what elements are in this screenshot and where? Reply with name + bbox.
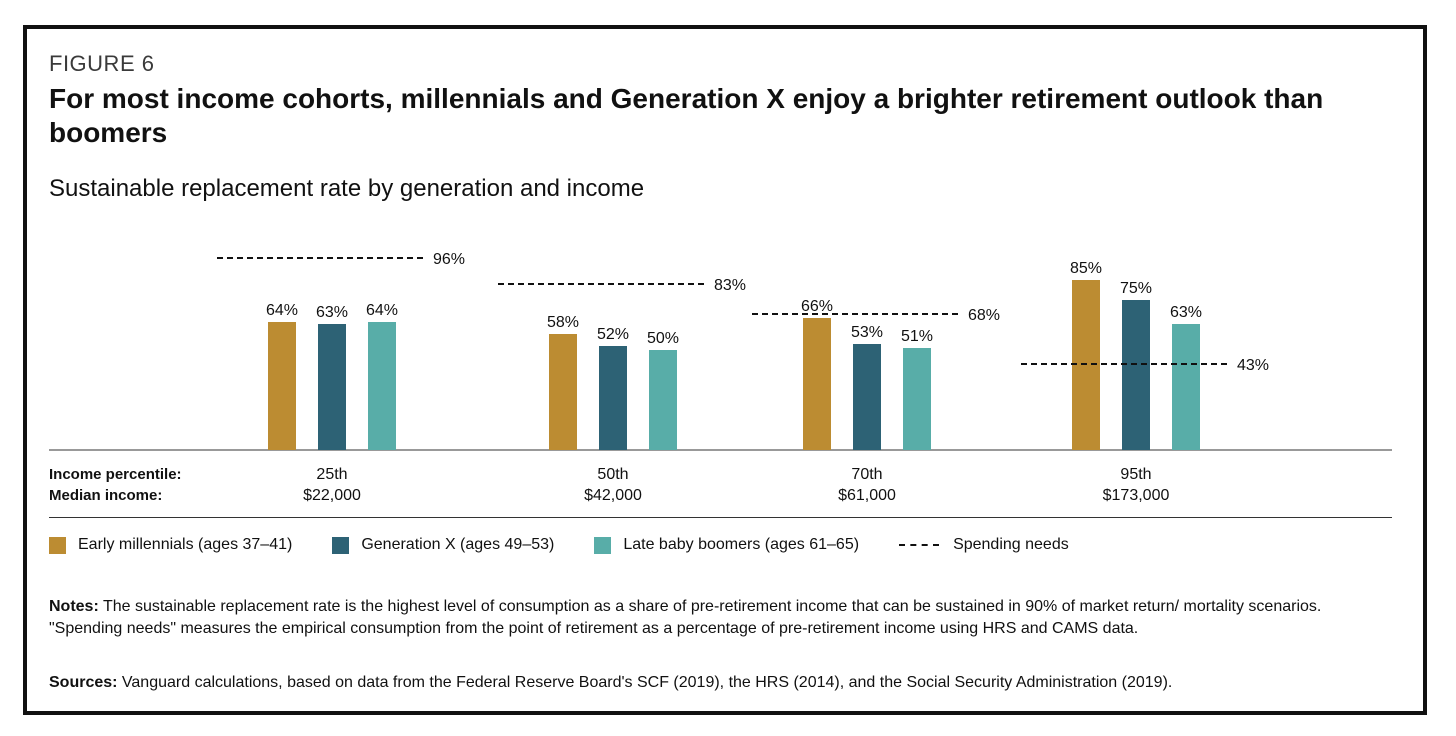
legend-item-generation-x: Generation X (ages 49–53): [332, 536, 554, 554]
data-label-late-boomers-2: 50%: [647, 330, 679, 347]
data-label-early-millennials-3: 66%: [801, 298, 833, 315]
legend-swatch-generation-x: [332, 536, 350, 554]
legend-item-late-boomers: Late baby boomers (ages 61–65): [594, 536, 859, 554]
bar-late-boomers-1: [368, 322, 396, 450]
chart-legend: Early millennials (ages 37–41) Generatio…: [49, 533, 1109, 557]
figure-label: FIGURE 6: [49, 51, 155, 76]
legend-label-generation-x: Generation X (ages 49–53): [361, 536, 555, 553]
data-label-late-boomers-4: 63%: [1170, 304, 1202, 321]
legend-divider: [49, 517, 1392, 518]
median-income-value-1: $22,000: [303, 487, 361, 504]
figure-frame: [23, 25, 1427, 715]
figure-headline: For most income cohorts, millennials and…: [49, 83, 1324, 148]
bar-late-boomers-4: [1172, 324, 1200, 450]
median-income-value-3: $61,000: [838, 487, 896, 504]
category-label-3: 70th: [851, 466, 882, 483]
figure-sources: Sources: Vanguard calculations, based on…: [49, 672, 1394, 694]
legend-swatch-late-boomers: [594, 536, 612, 554]
data-label-late-boomers-3: 51%: [901, 328, 933, 345]
legend-item-spending-needs: Spending needs: [899, 536, 1069, 554]
bar-early-millennials-2: [549, 334, 577, 450]
spending-needs-label-2: 83%: [714, 277, 746, 294]
bar-late-boomers-2: [649, 350, 677, 450]
bar-generation-x-1: [318, 324, 346, 450]
bar-generation-x-3: [853, 344, 881, 450]
data-label-generation-x-4: 75%: [1120, 280, 1152, 297]
notes-text: The sustainable replacement rate is the …: [49, 598, 1322, 637]
median-income-value-2: $42,000: [584, 487, 642, 504]
legend-label-spending-needs: Spending needs: [953, 536, 1069, 553]
spending-needs-label-4: 43%: [1237, 357, 1269, 374]
legend-item-early-millennials: Early millennials (ages 37–41): [49, 536, 292, 554]
legend-swatch-spending-needs: [899, 544, 940, 546]
spending-needs-label-1: 96%: [433, 251, 465, 268]
sources-label: Sources:: [49, 674, 118, 691]
category-label-4: 95th: [1120, 466, 1151, 483]
spending-needs-label-3: 68%: [968, 307, 1000, 324]
data-label-early-millennials-4: 85%: [1070, 260, 1102, 277]
legend-label-late-boomers: Late baby boomers (ages 61–65): [623, 536, 860, 553]
bar-early-millennials-3: [803, 318, 831, 450]
bar-generation-x-2: [599, 346, 627, 450]
legend-label-early-millennials: Early millennials (ages 37–41): [78, 536, 293, 553]
data-label-generation-x-2: 52%: [597, 326, 629, 343]
bar-late-boomers-3: [903, 348, 931, 450]
category-label-2: 50th: [597, 466, 628, 483]
notes-label: Notes:: [49, 598, 99, 615]
median-income-value-4: $173,000: [1103, 487, 1170, 504]
income-percentile-label: Income percentile:: [49, 466, 182, 483]
data-label-early-millennials-1: 64%: [266, 302, 298, 319]
bar-early-millennials-1: [268, 322, 296, 450]
sources-text: Vanguard calculations, based on data fro…: [121, 674, 1173, 691]
data-label-early-millennials-2: 58%: [547, 314, 579, 331]
median-income-label: Median income:: [49, 487, 163, 504]
bar-generation-x-4: [1122, 300, 1150, 450]
chart-title: Sustainable replacement rate by generati…: [49, 175, 645, 202]
category-label-1: 25th: [316, 466, 347, 483]
data-label-generation-x-1: 63%: [316, 304, 348, 321]
figure-notes: Notes: The sustainable replacement rate …: [49, 596, 1394, 640]
data-label-generation-x-3: 53%: [851, 324, 883, 341]
legend-swatch-early-millennials: [49, 536, 66, 554]
data-label-late-boomers-1: 64%: [366, 302, 398, 319]
